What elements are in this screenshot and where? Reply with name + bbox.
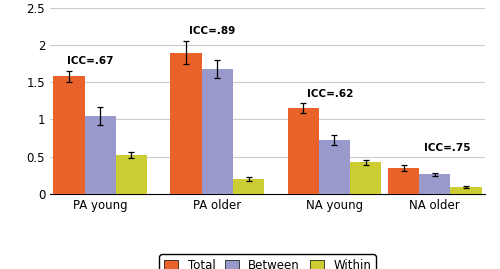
Text: ICC=.75: ICC=.75 xyxy=(424,143,470,153)
Bar xyxy=(233,179,264,194)
Legend: Total, Between, Within: Total, Between, Within xyxy=(159,254,376,269)
Bar xyxy=(450,187,482,194)
Bar xyxy=(350,162,382,194)
Bar xyxy=(288,108,319,194)
Bar xyxy=(84,116,116,194)
Text: ICC=.62: ICC=.62 xyxy=(306,89,353,99)
Bar xyxy=(319,140,350,194)
Text: ICC=.67: ICC=.67 xyxy=(66,56,113,66)
Text: ICC=.89: ICC=.89 xyxy=(190,26,236,36)
Bar xyxy=(388,168,419,194)
Bar xyxy=(202,69,233,194)
Bar xyxy=(116,155,147,194)
Bar xyxy=(170,53,202,194)
Bar xyxy=(54,76,84,194)
Bar xyxy=(419,174,450,194)
